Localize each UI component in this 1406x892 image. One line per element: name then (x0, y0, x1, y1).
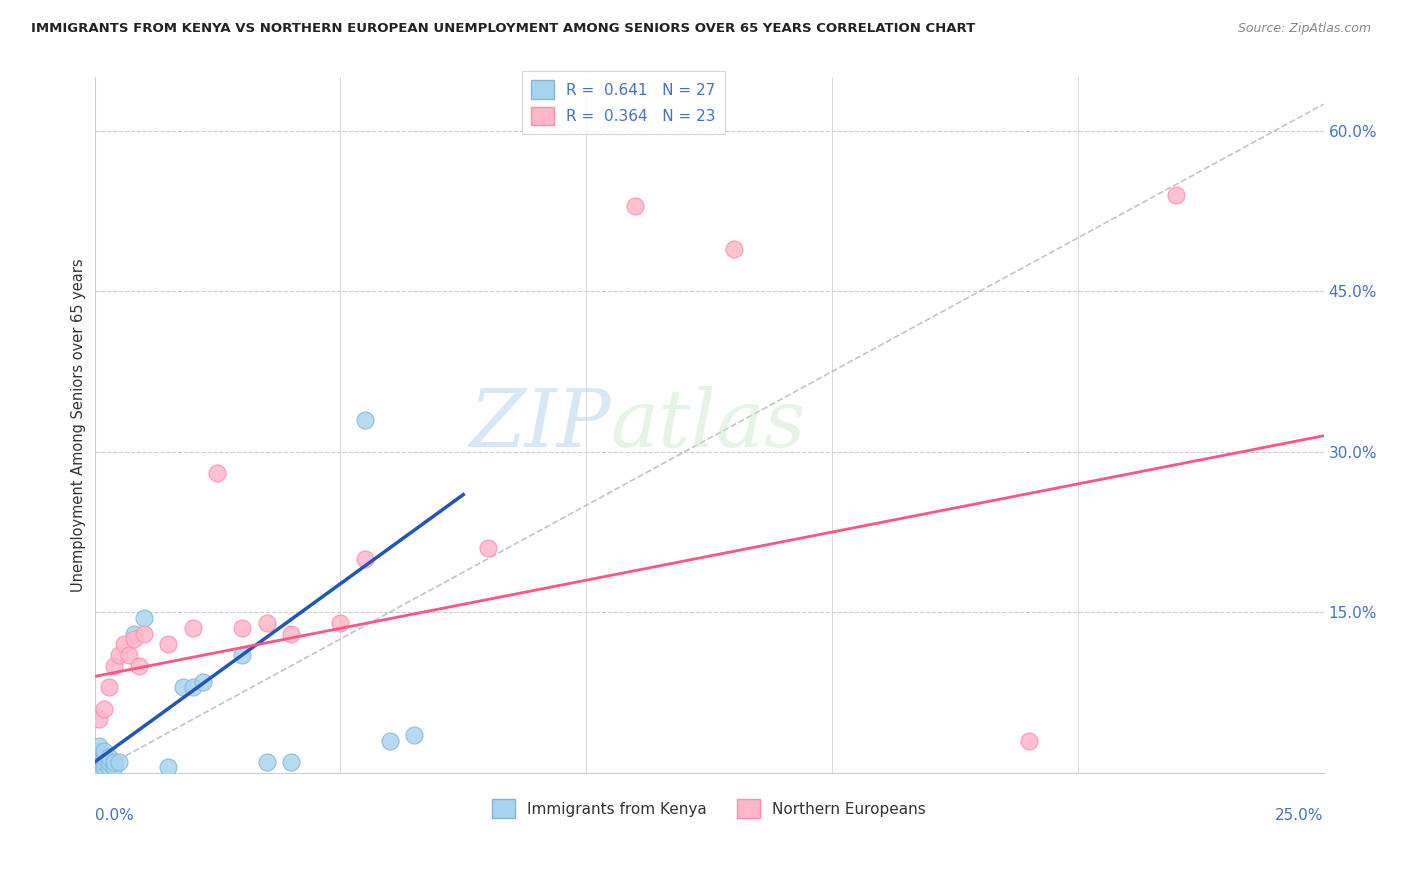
Text: 0.0%: 0.0% (94, 807, 134, 822)
Point (103, 658, 125, 673)
Point (256, 755, 278, 769)
Point (157, 760, 180, 774)
Point (89, 739, 111, 753)
Text: atlas: atlas (610, 386, 806, 464)
Point (98, 755, 121, 769)
Point (157, 637, 180, 651)
Point (122, 632, 145, 646)
Point (132, 626, 155, 640)
Point (207, 467, 229, 481)
Point (93, 760, 115, 774)
Point (89, 749, 111, 764)
Point (231, 621, 253, 635)
Point (1018, 733, 1040, 747)
Point (378, 733, 401, 747)
Point (354, 413, 377, 427)
Point (132, 610, 155, 624)
Point (624, 199, 647, 213)
Point (89, 744, 111, 758)
Point (108, 755, 131, 769)
Point (98, 760, 121, 774)
Point (172, 680, 194, 694)
Point (98, 749, 121, 764)
Point (1164, 188, 1187, 202)
Point (404, 728, 426, 742)
Text: 25.0%: 25.0% (1275, 807, 1323, 822)
Point (329, 615, 352, 630)
Point (280, 626, 302, 640)
Text: Source: ZipAtlas.com: Source: ZipAtlas.com (1237, 22, 1371, 36)
Point (103, 755, 125, 769)
Point (93, 755, 115, 769)
Point (118, 648, 141, 662)
Point (93, 744, 115, 758)
Legend: Immigrants from Kenya, Northern Europeans: Immigrants from Kenya, Northern European… (486, 793, 932, 824)
Point (103, 760, 125, 774)
Point (89, 760, 111, 774)
Point (108, 648, 131, 662)
Point (723, 242, 745, 256)
Point (93, 701, 115, 715)
Point (280, 755, 302, 769)
Point (191, 674, 214, 689)
Text: IMMIGRANTS FROM KENYA VS NORTHERN EUROPEAN UNEMPLOYMENT AMONG SENIORS OVER 65 YE: IMMIGRANTS FROM KENYA VS NORTHERN EUROPE… (31, 22, 976, 36)
Point (112, 637, 135, 651)
Point (122, 626, 145, 640)
Point (181, 680, 204, 694)
Text: ZIP: ZIP (470, 386, 610, 464)
Point (89, 712, 111, 726)
Point (98, 680, 121, 694)
Y-axis label: Unemployment Among Seniors over 65 years: Unemployment Among Seniors over 65 years (72, 259, 86, 592)
Point (256, 615, 278, 630)
Point (89, 755, 111, 769)
Point (93, 749, 115, 764)
Point (477, 541, 499, 555)
Point (354, 551, 377, 566)
Point (231, 648, 253, 662)
Point (128, 658, 150, 673)
Point (181, 621, 204, 635)
